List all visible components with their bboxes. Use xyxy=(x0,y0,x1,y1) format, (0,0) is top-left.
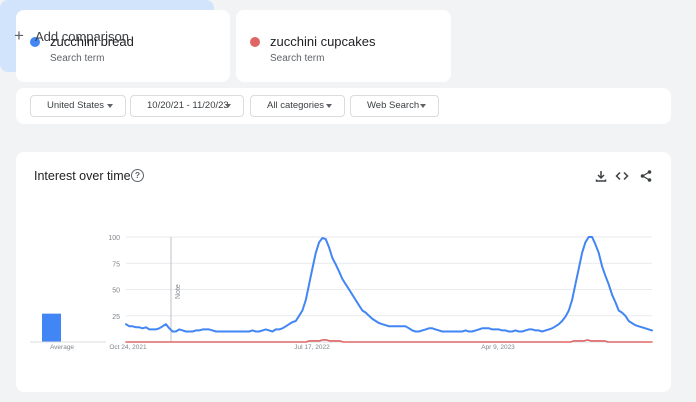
dropdown-arrow-icon xyxy=(107,104,113,108)
date-range-filter-dropdown[interactable]: 10/20/21 - 11/20/23 xyxy=(130,95,244,117)
search-type-filter-dropdown[interactable]: Web Search xyxy=(350,95,439,117)
interest-chart: 100 75 50 25 Note Average Oct 24, 2021 Jul 17, … xyxy=(30,235,653,351)
x-tick-label: Jul 17, 2022 xyxy=(294,344,330,351)
y-tick-label: 75 xyxy=(112,261,120,268)
series-line-zucchini-bread xyxy=(125,236,653,333)
x-tick-label: Apr 9, 2023 xyxy=(481,344,515,351)
average-label: Average xyxy=(50,344,74,351)
y-tick-label: 50 xyxy=(112,288,120,295)
region-filter-label: United States xyxy=(47,100,105,111)
dropdown-arrow-icon xyxy=(225,104,231,108)
y-tick-label: 25 xyxy=(112,314,120,321)
average-bar xyxy=(42,313,61,342)
region-filter-dropdown[interactable]: United States xyxy=(30,95,126,117)
download-icon[interactable] xyxy=(594,169,608,183)
category-filter-dropdown[interactable]: All categories xyxy=(250,95,345,117)
search-term-name[interactable]: zucchini cupcakes xyxy=(270,34,376,49)
add-comparison-label: Add comparison xyxy=(35,29,129,44)
search-term-card-zucchini-cupcakes[interactable]: zucchini cupcakes Search term xyxy=(236,10,451,82)
series-line-zucchini-cupcakes xyxy=(125,339,653,343)
search-type-filter-label: Web Search xyxy=(367,100,420,111)
share-icon[interactable] xyxy=(639,169,653,183)
dropdown-arrow-icon xyxy=(326,104,332,108)
search-term-card-zucchini-bread[interactable]: zucchini bread Search term xyxy=(16,10,230,82)
search-term-name[interactable]: zucchini bread xyxy=(50,34,134,49)
category-filter-label: All categories xyxy=(267,100,325,111)
search-term-type: Search term xyxy=(270,53,325,64)
date-range-filter-label: 10/20/21 - 11/20/23 xyxy=(147,100,229,111)
y-tick-label: 100 xyxy=(108,235,120,242)
filter-bar: United States 10/20/21 - 11/20/23 All ca… xyxy=(16,88,671,124)
series-color-dot xyxy=(250,37,260,47)
embed-icon[interactable] xyxy=(615,169,629,183)
interest-over-time-panel: Interest over time ? 100 75 50 25 Note Averag… xyxy=(16,152,671,392)
help-icon[interactable]: ? xyxy=(131,169,144,182)
x-tick-label: Oct 24, 2021 xyxy=(109,344,147,351)
panel-title: Interest over time xyxy=(34,169,131,183)
note-label: Note xyxy=(175,284,182,299)
dropdown-arrow-icon xyxy=(420,104,426,108)
series-color-dot xyxy=(30,37,40,47)
search-term-type: Search term xyxy=(50,53,105,64)
plus-icon: + xyxy=(14,26,24,45)
